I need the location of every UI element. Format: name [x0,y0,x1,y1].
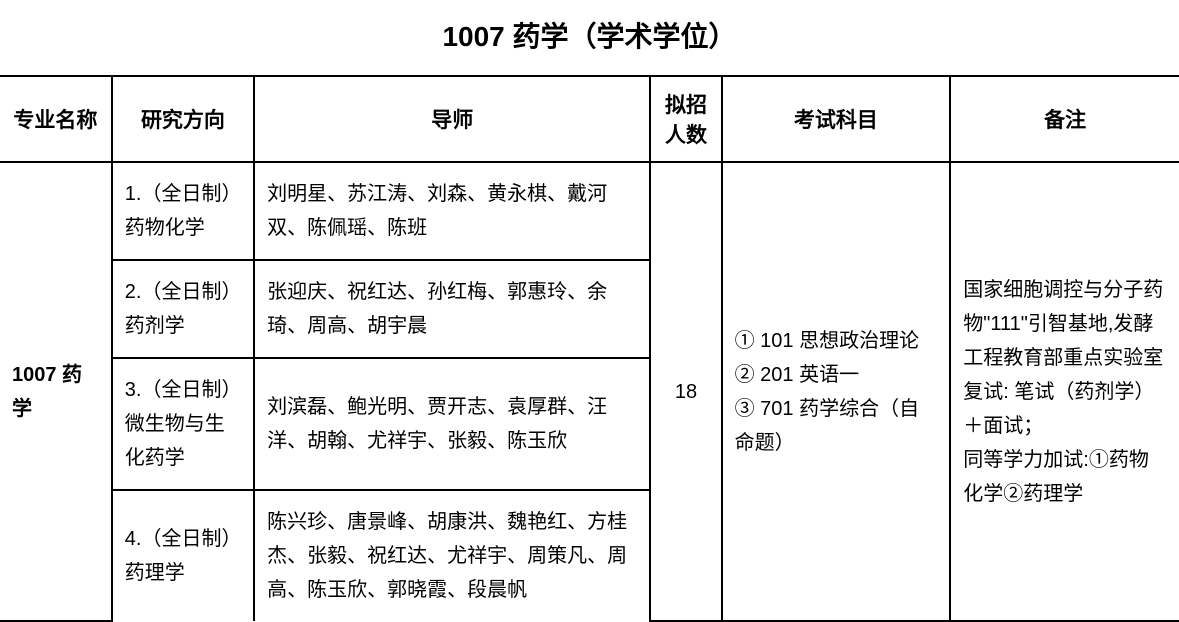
cell-exam: ① 101 思想政治理论② 201 英语一③ 701 药学综合（自命题） [722,162,951,621]
header-direction: 研究方向 [112,77,254,162]
header-note: 备注 [950,77,1179,162]
header-number: 拟招人数 [650,77,721,162]
program-table: 专业名称 研究方向 导师 拟招人数 考试科目 备注 1007 药学 1.（全日制… [0,77,1179,622]
header-major: 专业名称 [0,77,112,162]
cell-advisor: 张迎庆、祝红达、孙红梅、郭惠玲、余琦、周高、胡宇晨 [254,260,650,358]
cell-direction: 2.（全日制）药剂学 [112,260,254,358]
cell-major: 1007 药学 [0,162,112,621]
cell-advisor: 陈兴珍、唐景峰、胡康洪、魏艳红、方桂杰、张毅、祝红达、尤祥宇、周策凡、周高、陈玉… [254,490,650,621]
cell-direction: 1.（全日制）药物化学 [112,162,254,260]
page-title: 1007 药学（学术学位） [0,0,1179,77]
cell-direction: 3.（全日制）微生物与生化药学 [112,358,254,490]
cell-advisor: 刘滨磊、鲍光明、贾开志、袁厚群、汪洋、胡翰、尤祥宇、张毅、陈玉欣 [254,358,650,490]
table-header-row: 专业名称 研究方向 导师 拟招人数 考试科目 备注 [0,77,1179,162]
cell-number: 18 [650,162,721,621]
cell-advisor: 刘明星、苏江涛、刘森、黄永棋、戴河双、陈佩瑶、陈班 [254,162,650,260]
table-row: 1007 药学 1.（全日制）药物化学 刘明星、苏江涛、刘森、黄永棋、戴河双、陈… [0,162,1179,260]
cell-note: 国家细胞调控与分子药物"111"引智基地,发酵工程教育部重点实验室复试: 笔试（… [950,162,1179,621]
cell-direction: 4.（全日制）药理学 [112,490,254,621]
header-advisor: 导师 [254,77,650,162]
header-exam: 考试科目 [722,77,951,162]
